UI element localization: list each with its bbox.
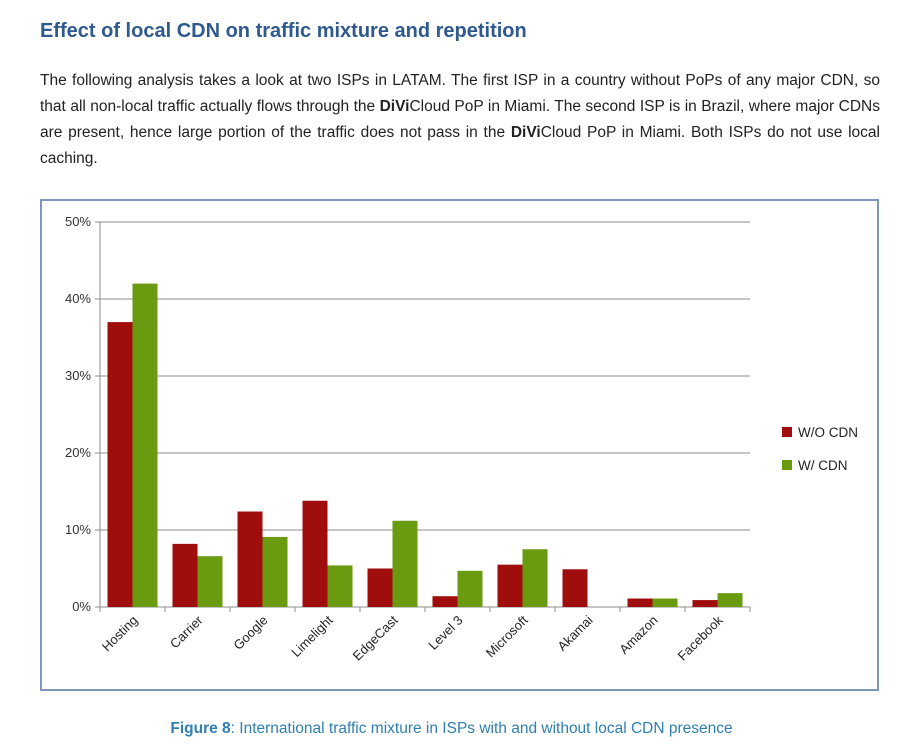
paragraph-part-3: PoP in Miami. Both ISPs do not use local…: [40, 124, 880, 167]
bar-wo-cdn: [107, 322, 133, 607]
paragraph-part-2: PoP in Miami. The second ISP is in Brazi…: [40, 98, 880, 141]
y-tick-label: 50%: [65, 214, 91, 229]
bar-wo-cdn: [367, 568, 393, 607]
legend-swatch: [782, 460, 792, 470]
y-tick-label: 40%: [65, 291, 91, 306]
bar-w-cdn: [392, 520, 418, 607]
bar-w-cdn: [132, 283, 158, 607]
y-tick-label: 10%: [65, 522, 91, 537]
bar-wo-cdn: [172, 543, 198, 607]
y-tick-label: 30%: [65, 368, 91, 383]
bar-w-cdn: [262, 536, 288, 607]
legend-label: W/O CDN: [798, 425, 858, 440]
figure-caption: Figure 8: International traffic mixture …: [0, 720, 903, 738]
bar-wo-cdn: [302, 500, 328, 607]
brand-bold: DiVi: [379, 98, 410, 115]
x-category-label: Level 3: [425, 613, 465, 653]
figure-caption-text: : International traffic mixture in ISPs …: [230, 720, 733, 737]
bar-w-cdn: [197, 556, 223, 607]
y-tick-label: 0%: [72, 599, 91, 614]
x-category-label: Google: [230, 613, 270, 653]
y-tick-label: 20%: [65, 445, 91, 460]
paragraph-part-1: The following analysis takes a look at t…: [40, 72, 880, 115]
bar-w-cdn: [652, 598, 678, 607]
brand-bold-2: DiVi: [510, 124, 541, 141]
bar-wo-cdn: [237, 511, 263, 607]
legend-label: W/ CDN: [798, 458, 848, 473]
section-heading: Effect of local CDN on traffic mixture a…: [40, 20, 527, 42]
bar-wo-cdn: [497, 564, 523, 607]
brand-rest: Cloud: [409, 98, 450, 115]
x-category-label: Facebook: [675, 612, 726, 663]
bar-w-cdn: [717, 593, 743, 607]
brand-rest-2: Cloud: [540, 124, 582, 141]
x-category-label: Carrier: [167, 612, 206, 651]
bar-wo-cdn: [432, 596, 458, 607]
x-category-label: Hosting: [99, 613, 141, 655]
bar-w-cdn: [327, 565, 353, 607]
x-category-label: Limelight: [288, 612, 336, 660]
x-category-label: Microsoft: [483, 612, 531, 660]
bar-wo-cdn: [562, 569, 588, 607]
x-category-label: Amazon: [616, 613, 660, 657]
x-category-label: EdgeCast: [350, 612, 401, 663]
x-category-label: Akamai: [554, 612, 595, 653]
bar-chart: 0% 10% 20% 30% 40% 50% Hosting Carrier Google Lim…: [65, 214, 858, 663]
bar-w-cdn: [522, 549, 548, 607]
bar-wo-cdn: [692, 600, 718, 607]
intro-paragraph: The following analysis takes a look at t…: [40, 68, 880, 172]
bar-wo-cdn: [627, 598, 653, 607]
bar-w-cdn: [457, 570, 483, 607]
legend-swatch: [782, 427, 792, 437]
figure-label: Figure 8: [170, 720, 231, 737]
chart-frame: 0% 10% 20% 30% 40% 50% Hosting Carrier Google Lim…: [40, 199, 879, 691]
